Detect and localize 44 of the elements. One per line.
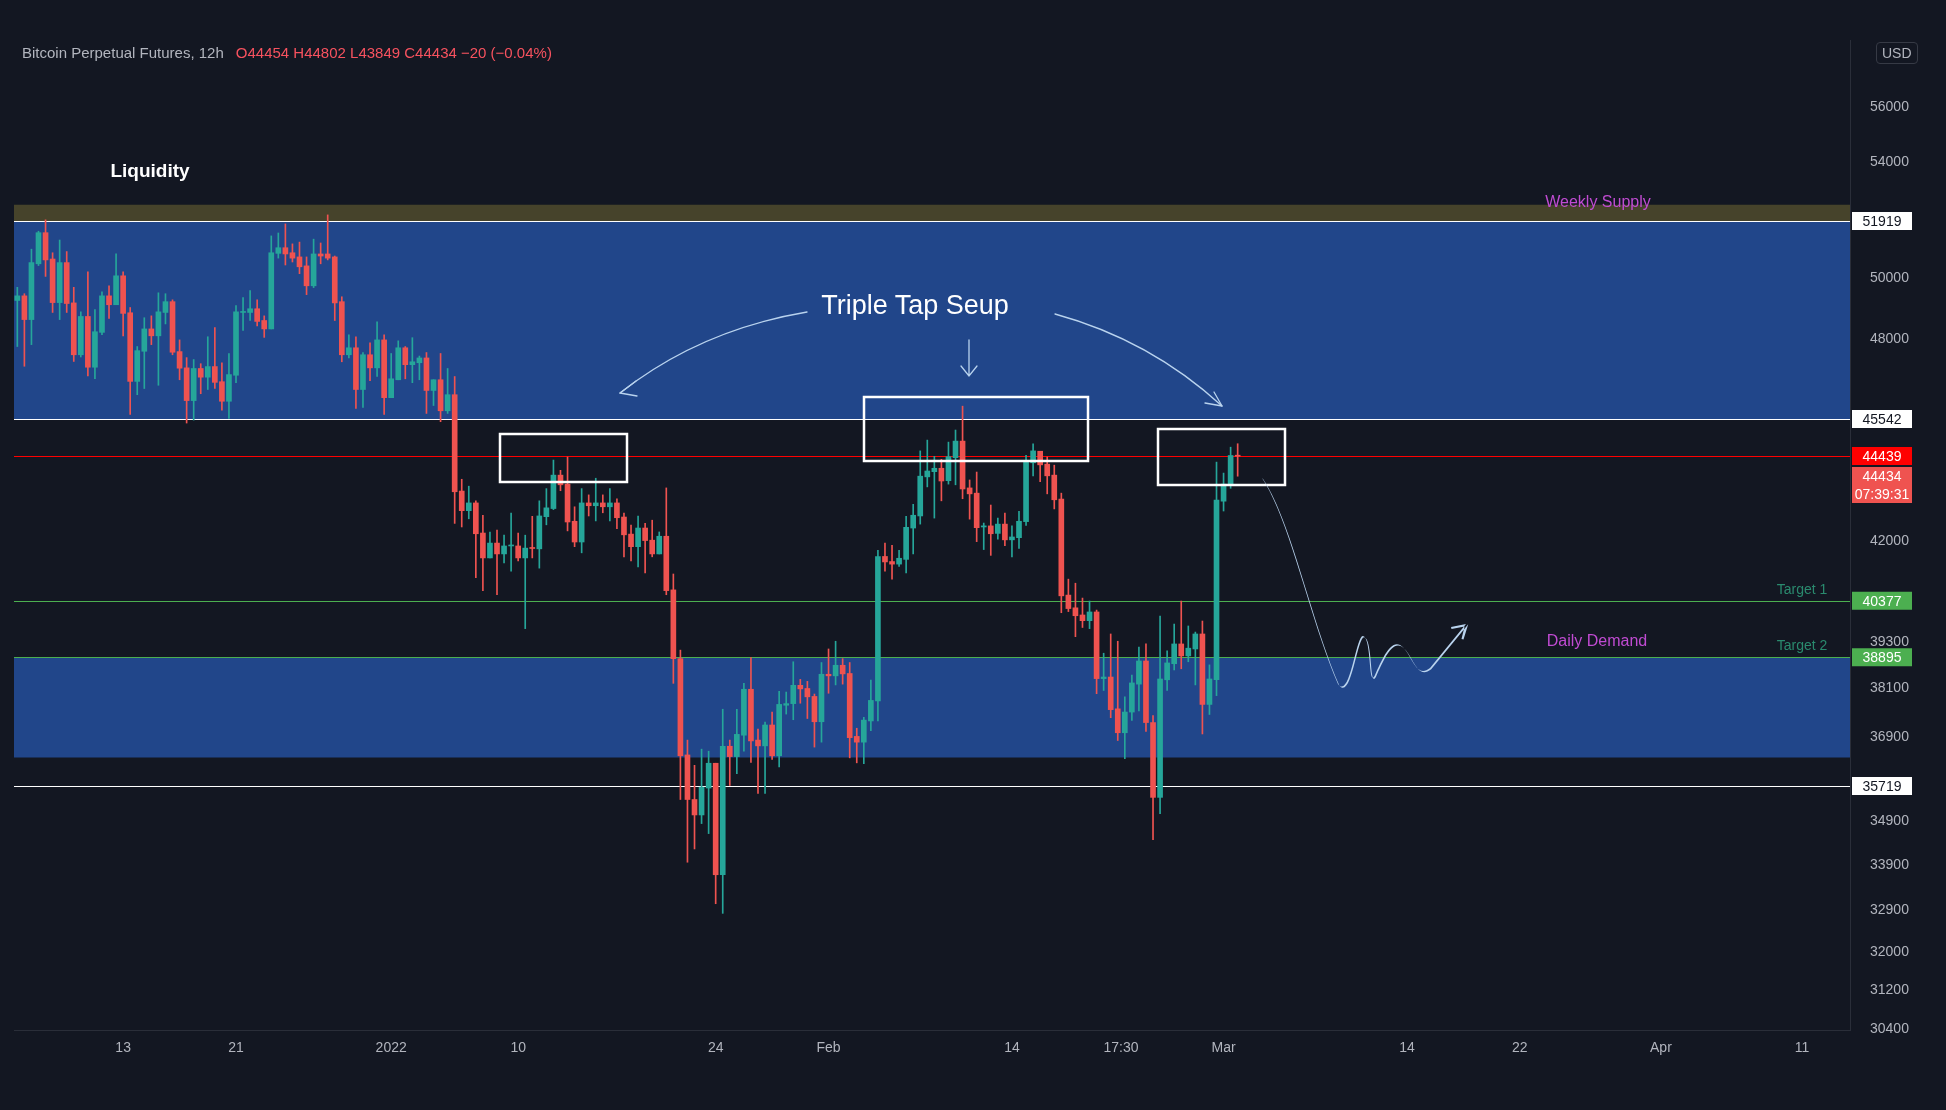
chart-subtitle: O44454 H44802 L43849 C44434 −20 (−0.04%)	[235, 44, 552, 61]
y-tick-label: 39300	[1870, 632, 1910, 649]
ref-line-label: 45542	[1862, 410, 1902, 427]
x-tick-label: 14	[1004, 1039, 1020, 1056]
y-tick-label: 38100	[1870, 679, 1910, 696]
band-label: Liquidity	[110, 160, 191, 182]
y-tick-label: 32000	[1870, 942, 1910, 959]
annotation: Target 1	[1776, 580, 1828, 597]
text: 44434	[1862, 467, 1902, 484]
band-label: Weekly Supply	[1545, 193, 1651, 211]
y-axis-title: USD	[1876, 42, 1918, 64]
y-tick-label: 31200	[1870, 981, 1910, 998]
ref-line-label: 44439	[1862, 447, 1902, 464]
y-tick-label: 34900	[1870, 811, 1910, 828]
x-tick-label: 10	[510, 1039, 527, 1056]
chart-title: Bitcoin Perpetual Futures, 12h	[22, 44, 224, 61]
x-tick-label: Mar	[1211, 1039, 1236, 1056]
y-tick-label: 54000	[1870, 152, 1910, 169]
band-label: Daily Demand	[1546, 631, 1648, 649]
annotation: Triple Tap Seup	[821, 290, 1009, 321]
x-tick-label: 22	[1512, 1039, 1528, 1056]
annotation: Target 2	[1776, 637, 1828, 654]
y-tick-label: 42000	[1870, 532, 1910, 549]
y-tick-label: 48000	[1870, 330, 1910, 347]
x-tick-label: 21	[228, 1039, 244, 1056]
ref-line-label: 35719	[1862, 777, 1902, 794]
x-tick-label: Feb	[816, 1039, 841, 1056]
x-tick-label: 17:30	[1103, 1039, 1139, 1056]
x-tick-label: 13	[115, 1039, 132, 1056]
ref-line-label: 51919	[1862, 212, 1902, 229]
x-tick-label: 2022	[375, 1039, 407, 1056]
x-tick-label: 14	[1399, 1039, 1415, 1056]
x-tick-label: Apr	[1650, 1039, 1673, 1056]
ref-line-label: 40377	[1862, 592, 1902, 609]
y-tick-label: 32900	[1870, 900, 1910, 917]
text: 07:39:31	[1854, 485, 1910, 502]
ref-line-label: 38895	[1862, 649, 1902, 666]
y-tick-label: 30400	[1870, 1020, 1910, 1037]
x-tick-label: 11	[1794, 1039, 1810, 1056]
y-tick-label: 36900	[1870, 727, 1910, 744]
y-tick-label: 50000	[1870, 268, 1910, 285]
x-tick-label: 24	[707, 1039, 724, 1056]
y-tick-label: 56000	[1870, 97, 1910, 114]
y-tick-label: 33900	[1870, 855, 1910, 872]
